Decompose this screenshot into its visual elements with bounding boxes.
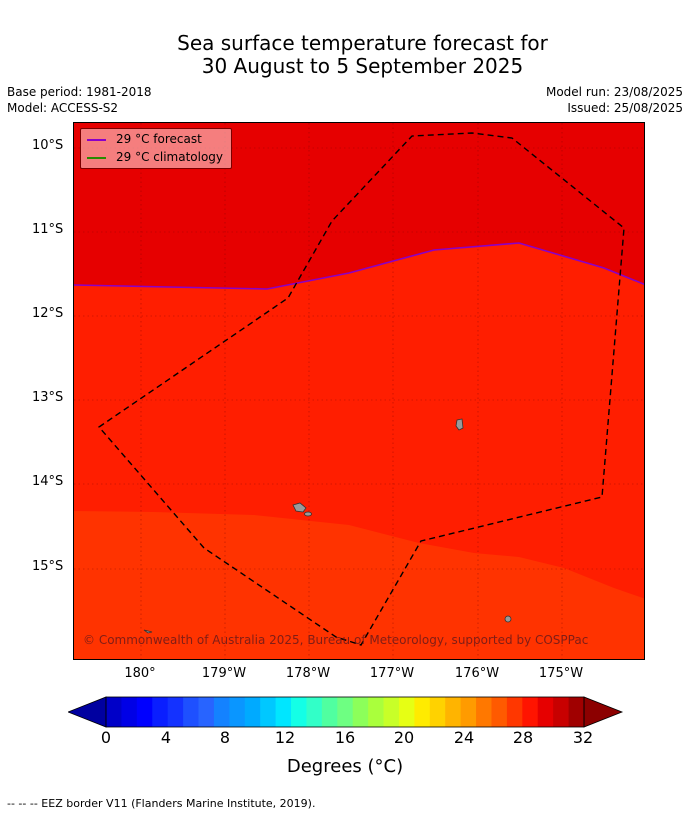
island-futuna [292,502,307,513]
colorbar-cell [491,697,508,727]
colorbar-cell [476,697,492,727]
colorbar-cell [460,697,477,727]
colorbar-right-arrow [583,696,624,728]
colorbar-frame [105,696,585,728]
legend-forecast-label: 29 °C forecast [116,132,202,146]
copyright-notice: © Commonwealth of Australia 2025, Bureau… [83,633,589,647]
colorbar-cell [121,697,138,727]
eez-border [97,132,625,646]
lon-label-175w: 175°W [538,666,584,681]
colorbar-cell [398,697,415,727]
colorbar-cell [275,697,292,727]
island-wallis [455,418,464,431]
model-run: Model run: 23/08/2025 [545,85,683,99]
colorbar-tick-28: 28 [512,728,534,747]
legend-forecast: 29 °C forecast [87,132,202,146]
sst-map-canvas [74,123,644,659]
issued-date: Issued: 25/08/2025 [567,101,683,115]
colorbar-cell [568,697,585,727]
eez-footnote: -- -- -- EEZ border V11 (Flanders Marine… [7,797,316,810]
model-name: Model: ACCESS-S2 [7,101,119,115]
colorbar-tick-4: 4 [160,728,172,747]
colorbar-cell [352,697,369,727]
map-legend: 29 °C forecast 29 °C climatology [80,128,232,169]
colorbar-tick-20: 20 [393,728,415,747]
chart-title-line1: Sea surface temperature forecast for [177,31,548,55]
colorbar-cell [522,697,539,727]
colorbar-cell [183,697,199,727]
islands [143,418,512,634]
lat-label-14s: 14°S [32,474,64,489]
lat-label-10s: 10°S [32,138,64,153]
colorbar-tick-32: 32 [572,728,594,747]
colorbar-cell [383,697,400,727]
colorbar-cell [429,697,446,727]
sst-map [73,122,645,660]
chart-title-line2: 30 August to 5 September 2025 [201,54,524,78]
lat-label-11s: 11°S [32,222,64,237]
colorbar-left-arrow [68,696,107,728]
colorbar-cell [291,697,307,727]
colorbar-cell [553,697,569,727]
lon-label-178w: 178°W [285,666,331,681]
colorbar-cell [198,697,215,727]
colorbar-cell [506,697,523,727]
lat-label-12s: 12°S [32,306,64,321]
colorbar-cell [337,697,354,727]
island-alofi [304,511,312,517]
island-small [504,615,512,623]
base-period: Base period: 1981-2018 [7,85,152,99]
colorbar-cell [306,697,323,727]
colorbar-cell [213,697,230,727]
lon-label-177w: 177°W [369,666,415,681]
colorbar-cell [445,697,462,727]
colorbar-cell [167,697,184,727]
colorbar [68,696,624,728]
colorbar-cell [537,697,554,727]
colorbar-label: Degrees (°C) [286,756,404,777]
colorbar-tick-0: 0 [100,728,112,747]
legend-climatology-swatch [87,156,106,159]
legend-forecast-swatch [87,138,106,141]
sst-band-28-29 [74,511,644,659]
island-tiny [143,629,153,634]
colorbar-cells [106,697,585,727]
colorbar-cell [152,697,169,727]
forecast-29c-contour [74,242,644,290]
colorbar-cell [229,697,246,727]
lon-label-179w: 179°W [201,666,247,681]
colorbar-cell [321,697,338,727]
colorbar-cell [260,697,277,727]
colorbar-cell [368,697,384,727]
legend-climatology-label: 29 °C climatology [116,150,224,164]
colorbar-tick-12: 12 [274,728,296,747]
lat-label-13s: 13°S [32,390,64,405]
lat-label-15s: 15°S [32,559,64,574]
lon-label-176w: 176°W [454,666,500,681]
lon-label-180: 180° [124,666,156,681]
colorbar-tick-24: 24 [453,728,475,747]
colorbar-cell [414,697,431,727]
colorbar-cell [244,697,261,727]
colorbar-tick-16: 16 [334,728,356,747]
colorbar-cell [136,697,153,727]
legend-climatology: 29 °C climatology [87,150,223,164]
colorbar-cell [106,697,122,727]
colorbar-tick-8: 8 [219,728,231,747]
